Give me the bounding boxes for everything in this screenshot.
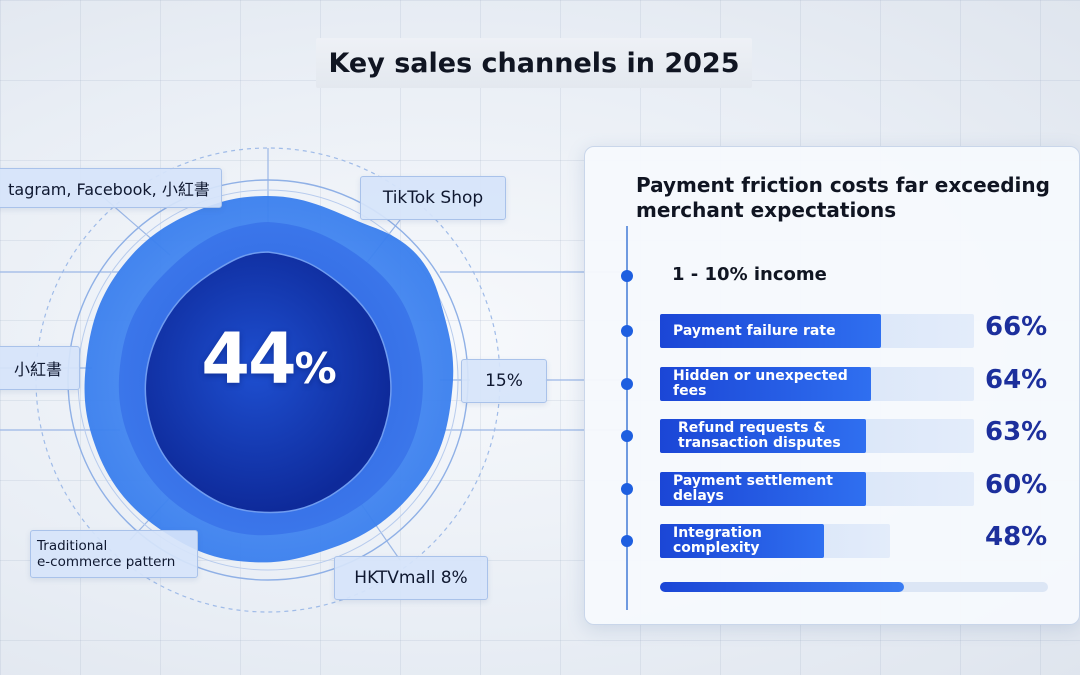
center-percentage: 44% [201,318,337,400]
panel-timeline [626,226,628,610]
bar: Payment settlement delays [660,472,866,506]
timeline-dot [621,430,633,442]
label-hktvmall: HKTVmall 8% [334,556,488,600]
bottom-progress-fill [660,582,904,592]
label-fifteen-percent: 15% [461,359,547,403]
bar: Integration complexity [660,524,824,558]
bar: Hidden or unexpected fees [660,367,871,401]
panel-title: Payment friction costs far exceeding mer… [636,173,1050,222]
inner-blob [144,251,392,514]
timeline-dot [621,535,633,547]
label-tiktok-shop: TikTok Shop [360,176,506,220]
bar-value-label: 64% [985,365,1048,395]
bar: Payment failure rate [660,314,881,348]
timeline-dot [621,378,633,390]
timeline-dot [621,483,633,495]
income-label: 1 - 10% income [672,264,827,285]
page-title: Key sales channels in 2025 [316,38,752,88]
bar-value-label: 63% [985,417,1048,447]
bar-value-label: 66% [985,312,1048,342]
label-traditional-ecommerce: Traditional e-commerce pattern [30,530,198,578]
timeline-dot [621,325,633,337]
bar-value-label: 48% [985,522,1048,552]
bar-value-label: 60% [985,470,1048,500]
timeline-dot-income [621,270,633,282]
label-social-platforms: tagram, Facebook, 小紅書 [0,168,222,208]
label-xiaohongshu: 小紅書 [0,346,80,390]
bar: Refund requests & transaction disputes [660,419,866,453]
